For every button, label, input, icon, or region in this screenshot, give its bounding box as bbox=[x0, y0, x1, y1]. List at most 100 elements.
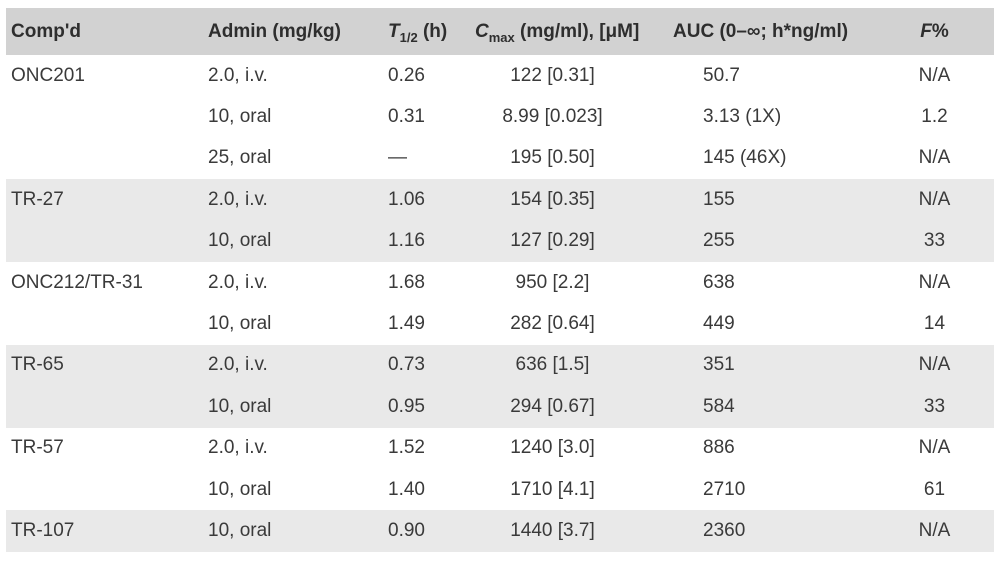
thalf-cell: — bbox=[383, 137, 445, 180]
cmax-cell: 950 [2.2] bbox=[445, 261, 660, 304]
admin-cell: 2.0, i.v. bbox=[203, 261, 383, 304]
compound-cell bbox=[6, 303, 203, 345]
pharmacokinetics-table: Comp'd Admin (mg/kg) T1/2 (h) Cmax (mg/m… bbox=[6, 8, 994, 552]
thalf-cell: 0.26 bbox=[383, 55, 445, 97]
auc-cell: 449 bbox=[660, 303, 875, 345]
table-row: ONC201 2.0, i.v. 0.26 122 [0.31] 50.7 N/A bbox=[6, 55, 994, 97]
header-fpct: F% bbox=[875, 8, 994, 55]
auc-cell: 351 bbox=[660, 344, 875, 387]
thalf-cell: 1.16 bbox=[383, 220, 445, 262]
table-row: TR-65 2.0, i.v. 0.73 636 [1.5] 351 N/A bbox=[6, 344, 994, 387]
admin-cell: 2.0, i.v. bbox=[203, 179, 383, 221]
fpct-cell: 33 bbox=[875, 386, 994, 428]
compound-cell bbox=[6, 386, 203, 428]
auc-cell: 2360 bbox=[660, 510, 875, 552]
header-cmax-subscript: max bbox=[488, 29, 515, 45]
fpct-cell: 14 bbox=[875, 303, 994, 345]
thalf-cell: 1.40 bbox=[383, 468, 445, 511]
cmax-cell: 122 [0.31] bbox=[445, 55, 660, 97]
header-auc: AUC (0–∞; h*ng/ml) bbox=[660, 8, 875, 55]
thalf-cell: 1.68 bbox=[383, 261, 445, 304]
fpct-cell: 33 bbox=[875, 220, 994, 262]
fpct-cell: N/A bbox=[875, 179, 994, 221]
table-body: ONC201 2.0, i.v. 0.26 122 [0.31] 50.7 N/A 10, … bbox=[6, 55, 994, 552]
fpct-cell: N/A bbox=[875, 344, 994, 387]
compound-cell: ONC201 bbox=[6, 55, 203, 97]
compound-cell: ONC212/TR-31 bbox=[6, 261, 203, 304]
cmax-cell: 127 [0.29] bbox=[445, 220, 660, 262]
admin-cell: 10, oral bbox=[203, 510, 383, 552]
header-cmax: Cmax (mg/ml), [μM] bbox=[445, 8, 660, 55]
header-fpct-symbol: F bbox=[920, 20, 932, 42]
table-row: 10, oral 1.16 127 [0.29] 255 33 bbox=[6, 220, 994, 262]
header-cmax-units: (mg/ml), [μM] bbox=[514, 20, 640, 42]
thalf-cell: 0.31 bbox=[383, 96, 445, 138]
header-row: Comp'd Admin (mg/kg) T1/2 (h) Cmax (mg/m… bbox=[6, 8, 994, 55]
table-row: TR-57 2.0, i.v. 1.52 1240 [3.0] 886 N/A bbox=[6, 427, 994, 469]
admin-cell: 2.0, i.v. bbox=[203, 427, 383, 469]
thalf-cell: 1.52 bbox=[383, 427, 445, 469]
page: Comp'd Admin (mg/kg) T1/2 (h) Cmax (mg/m… bbox=[0, 8, 1000, 552]
table-row: 10, oral 0.31 8.99 [0.023] 3.13 (1X) 1.2 bbox=[6, 96, 994, 138]
thalf-cell: 0.73 bbox=[383, 344, 445, 387]
thalf-cell: 1.49 bbox=[383, 303, 445, 345]
admin-cell: 2.0, i.v. bbox=[203, 55, 383, 97]
admin-cell: 10, oral bbox=[203, 468, 383, 511]
auc-cell: 3.13 (1X) bbox=[660, 96, 875, 138]
compound-cell bbox=[6, 96, 203, 138]
header-admin: Admin (mg/kg) bbox=[203, 8, 383, 55]
fpct-cell: N/A bbox=[875, 427, 994, 469]
table-row: 10, oral 1.49 282 [0.64] 449 14 bbox=[6, 303, 994, 345]
table-header: Comp'd Admin (mg/kg) T1/2 (h) Cmax (mg/m… bbox=[6, 8, 994, 55]
fpct-cell: 61 bbox=[875, 468, 994, 511]
thalf-cell: 0.90 bbox=[383, 510, 445, 552]
compound-cell: TR-65 bbox=[6, 344, 203, 387]
auc-cell: 2710 bbox=[660, 468, 875, 511]
cmax-cell: 1440 [3.7] bbox=[445, 510, 660, 552]
admin-cell: 10, oral bbox=[203, 303, 383, 345]
table-row: TR-107 10, oral 0.90 1440 [3.7] 2360 N/A bbox=[6, 510, 994, 552]
header-thalf: T1/2 (h) bbox=[383, 8, 448, 55]
thalf-cell: 0.95 bbox=[383, 386, 445, 428]
compound-cell: TR-27 bbox=[6, 179, 203, 221]
table-row: 10, oral 1.40 1710 [4.1] 2710 61 bbox=[6, 468, 994, 511]
fpct-cell: N/A bbox=[875, 261, 994, 304]
auc-cell: 145 (46X) bbox=[660, 137, 875, 180]
compound-cell bbox=[6, 137, 203, 180]
compound-cell bbox=[6, 468, 203, 511]
auc-cell: 255 bbox=[660, 220, 875, 262]
admin-cell: 2.0, i.v. bbox=[203, 344, 383, 387]
compound-cell bbox=[6, 220, 203, 262]
header-fpct-units: % bbox=[931, 20, 949, 42]
auc-cell: 155 bbox=[660, 179, 875, 221]
cmax-cell: 1240 [3.0] bbox=[445, 427, 660, 469]
cmax-cell: 154 [0.35] bbox=[445, 179, 660, 221]
header-thalf-subscript: 1/2 bbox=[399, 29, 418, 45]
fpct-cell: N/A bbox=[875, 137, 994, 180]
auc-cell: 584 bbox=[660, 386, 875, 428]
table-row: ONC212/TR-31 2.0, i.v. 1.68 950 [2.2] 638 N/A bbox=[6, 261, 994, 304]
cmax-cell: 8.99 [0.023] bbox=[445, 96, 660, 138]
admin-cell: 10, oral bbox=[203, 386, 383, 428]
compound-cell: TR-57 bbox=[6, 427, 203, 469]
header-compound: Comp'd bbox=[6, 8, 203, 55]
fpct-cell: 1.2 bbox=[875, 96, 994, 138]
auc-cell: 638 bbox=[660, 261, 875, 304]
admin-cell: 10, oral bbox=[203, 220, 383, 262]
auc-cell: 50.7 bbox=[660, 55, 875, 97]
table-row: 25, oral —195 [0.50] 145 (46X) N/A bbox=[6, 137, 994, 180]
header-thalf-units: (h) bbox=[417, 20, 448, 42]
thalf-cell: 1.06 bbox=[383, 179, 445, 221]
cmax-cell: 636 [1.5] bbox=[445, 344, 660, 387]
table-row: 10, oral 0.95 294 [0.67] 584 33 bbox=[6, 386, 994, 428]
fpct-cell: N/A bbox=[875, 510, 994, 552]
fpct-cell: N/A bbox=[875, 55, 994, 97]
header-thalf-symbol: T bbox=[388, 20, 400, 42]
cmax-cell: 294 [0.67] bbox=[445, 386, 660, 428]
cmax-cell: 195 [0.50] bbox=[445, 137, 660, 180]
table-row: TR-27 2.0, i.v. 1.06 154 [0.35] 155 N/A bbox=[6, 179, 994, 221]
compound-cell: TR-107 bbox=[6, 510, 203, 552]
cmax-cell: 282 [0.64] bbox=[445, 303, 660, 345]
header-cmax-symbol: C bbox=[475, 20, 489, 42]
auc-cell: 886 bbox=[660, 427, 875, 469]
